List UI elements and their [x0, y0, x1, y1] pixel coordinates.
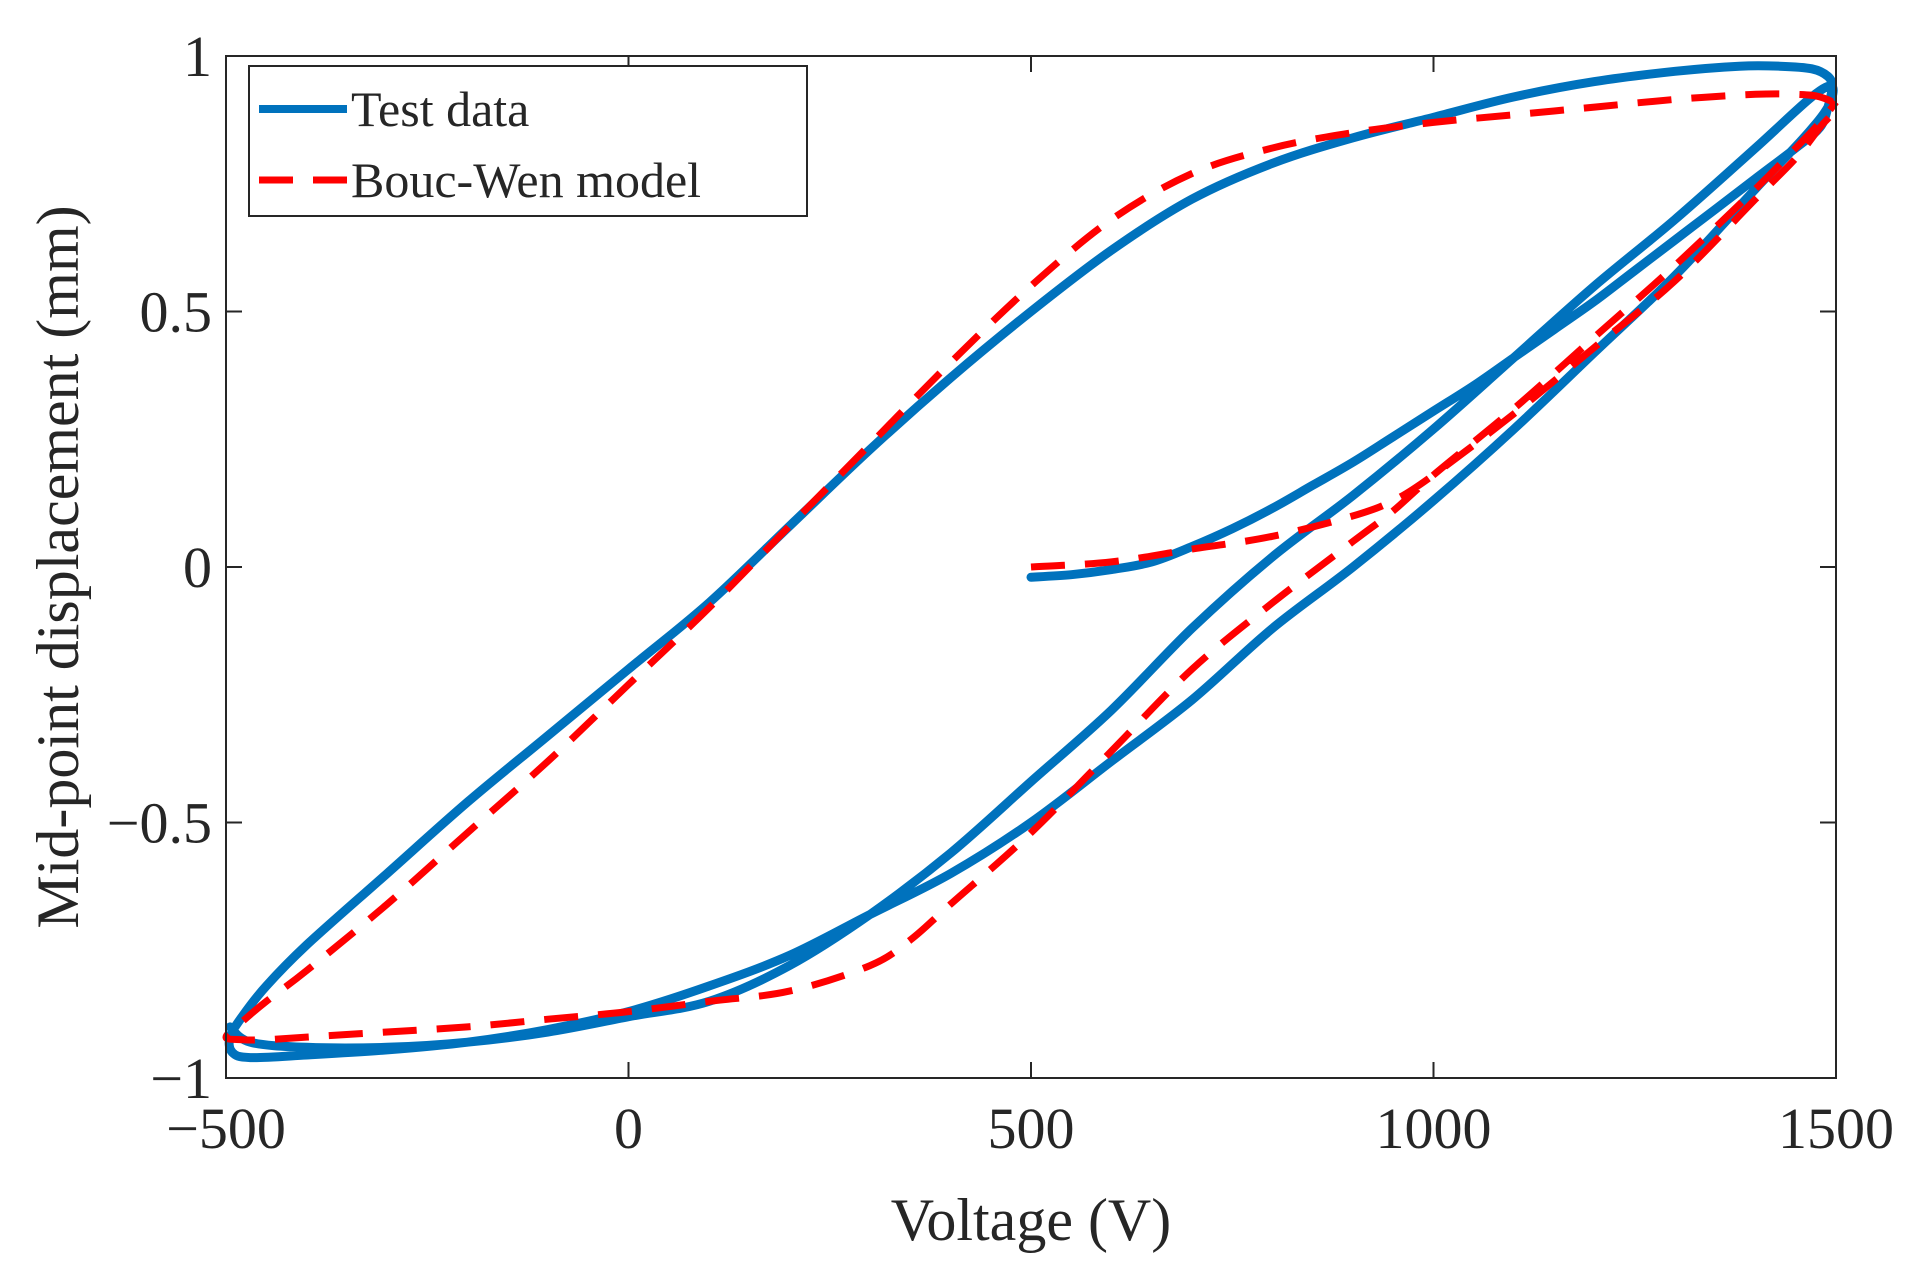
legend-box: [248, 65, 808, 217]
series-line-test-data: [224, 61, 1838, 1063]
x-tick-label: −500: [166, 1096, 286, 1161]
x-tick-label: 0: [614, 1096, 643, 1161]
y-axis-label: Mid-point displacement (mm): [25, 205, 91, 928]
axes-layer: −500 0 500 1000 1500 −1 −0.5 0 0.5 1: [107, 24, 1894, 1161]
y-tick-label: −1: [150, 1046, 212, 1111]
x-tick-label: 1000: [1376, 1096, 1492, 1161]
legend-label-bouc-wen-model: Bouc-Wen model: [351, 152, 701, 208]
legend: Test data Bouc-Wen model: [248, 65, 808, 217]
x-tick-label: 500: [988, 1096, 1075, 1161]
x-axis-label: Voltage (V): [891, 1187, 1172, 1253]
legend-label-test-data: Test data: [351, 81, 529, 137]
y-tick-label: 0: [183, 535, 212, 600]
y-tick-label: 0.5: [140, 280, 213, 345]
series-layer: [222, 61, 1840, 1063]
series-line-bouc-wen-model: [222, 90, 1840, 1044]
y-tick-label: 1: [183, 24, 212, 89]
y-tick-label: −0.5: [107, 791, 212, 856]
x-tick-label: 1500: [1778, 1096, 1894, 1161]
